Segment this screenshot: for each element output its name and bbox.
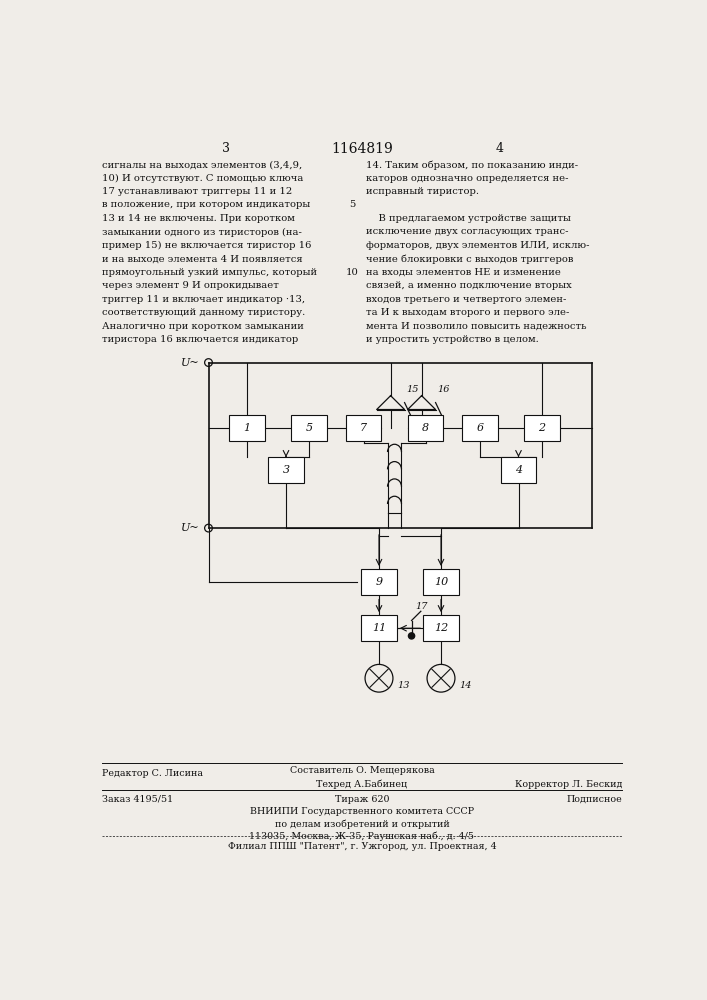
- Text: связей, а именно подключение вторых: связей, а именно подключение вторых: [366, 281, 571, 290]
- Text: 17: 17: [416, 602, 428, 611]
- Bar: [361, 615, 397, 641]
- Text: 3: 3: [282, 465, 290, 475]
- Text: Корректор Л. Бескид: Корректор Л. Бескид: [515, 780, 622, 789]
- Text: 5: 5: [349, 200, 355, 209]
- Text: тиристора 16 включается индикатор: тиристора 16 включается индикатор: [103, 335, 298, 344]
- Text: 10: 10: [434, 577, 448, 587]
- Text: Редактор С. Лисина: Редактор С. Лисина: [103, 769, 204, 778]
- Text: 6: 6: [477, 423, 484, 433]
- Text: 7: 7: [360, 423, 367, 433]
- Text: U~: U~: [180, 358, 199, 368]
- Text: замыкании одного из тиристоров (на-: замыкании одного из тиристоров (на-: [103, 227, 302, 237]
- Text: 113035, Москва, Ж-35, Раушская наб., д. 4/5: 113035, Москва, Ж-35, Раушская наб., д. …: [250, 831, 474, 841]
- Text: 12: 12: [434, 623, 448, 633]
- Text: 13 и 14 не включены. При коротком: 13 и 14 не включены. При коротком: [103, 214, 296, 223]
- Text: 8: 8: [422, 423, 429, 433]
- Text: прямоугольный узкий импульс, который: прямоугольный узкий импульс, который: [103, 268, 317, 277]
- Text: и на выходе элемента 4 И появляется: и на выходе элемента 4 И появляется: [103, 254, 303, 263]
- Text: входов третьего и четвертого элемен-: входов третьего и четвертого элемен-: [366, 295, 566, 304]
- Text: 10: 10: [346, 268, 358, 277]
- Text: триггер 11 и включает индикатор ·13,: триггер 11 и включает индикатор ·13,: [103, 295, 305, 304]
- Text: через элемент 9 И опрокидывает: через элемент 9 И опрокидывает: [103, 281, 279, 290]
- Circle shape: [409, 633, 414, 639]
- Text: 5: 5: [305, 423, 312, 433]
- Text: 4: 4: [515, 465, 522, 475]
- Bar: [268, 457, 304, 483]
- Text: пример 15) не включается тиристор 16: пример 15) не включается тиристор 16: [103, 241, 312, 250]
- Bar: [291, 415, 327, 441]
- Text: на входы элементов НЕ и изменение: на входы элементов НЕ и изменение: [366, 268, 561, 277]
- Text: 14. Таким образом, по показанию инди-: 14. Таким образом, по показанию инди-: [366, 160, 578, 170]
- Text: Филиал ППШ "Патент", г. Ужгород, ул. Проектная, 4: Филиал ППШ "Патент", г. Ужгород, ул. Про…: [228, 842, 496, 851]
- Text: исключение двух согласующих транс-: исключение двух согласующих транс-: [366, 227, 568, 236]
- Text: 1164819: 1164819: [331, 142, 393, 156]
- Text: 3: 3: [221, 142, 230, 155]
- Text: Заказ 4195/51: Заказ 4195/51: [103, 795, 173, 804]
- Text: соответствующий данному тиристору.: соответствующий данному тиристору.: [103, 308, 305, 317]
- Text: Составитель О. Мещерякова: Составитель О. Мещерякова: [290, 766, 434, 775]
- Text: 4: 4: [495, 142, 503, 155]
- Text: чение блокировки с выходов триггеров: чение блокировки с выходов триггеров: [366, 254, 573, 264]
- Text: 9: 9: [375, 577, 382, 587]
- Text: U~: U~: [180, 523, 199, 533]
- Text: Аналогично при коротком замыкании: Аналогично при коротком замыкании: [103, 322, 304, 331]
- Text: та И к выходам второго и первого эле-: та И к выходам второго и первого эле-: [366, 308, 569, 317]
- Text: и упростить устройство в целом.: и упростить устройство в целом.: [366, 335, 539, 344]
- Bar: [361, 569, 397, 595]
- Text: исправный тиристор.: исправный тиристор.: [366, 187, 479, 196]
- Bar: [524, 415, 559, 441]
- Text: 14: 14: [460, 681, 472, 690]
- Text: Подписное: Подписное: [566, 795, 622, 804]
- Text: 10) И отсутствуют. С помощью ключа: 10) И отсутствуют. С помощью ключа: [103, 174, 304, 183]
- Text: 11: 11: [372, 623, 386, 633]
- Text: ВНИИПИ Государственного комитета СССР: ВНИИПИ Государственного комитета СССР: [250, 807, 474, 816]
- Text: Тираж 620: Тираж 620: [334, 795, 389, 804]
- Text: В предлагаемом устройстве защиты: В предлагаемом устройстве защиты: [366, 214, 571, 223]
- Text: 16: 16: [437, 385, 450, 394]
- Bar: [346, 415, 381, 441]
- Text: 13: 13: [397, 681, 410, 690]
- Text: по делам изобретений и открытий: по делам изобретений и открытий: [274, 819, 450, 829]
- Text: Техред А.Бабинец: Техред А.Бабинец: [317, 780, 407, 789]
- Bar: [501, 457, 537, 483]
- Bar: [408, 415, 443, 441]
- Bar: [230, 415, 265, 441]
- Text: мента И позволило повысить надежность: мента И позволило повысить надежность: [366, 322, 586, 331]
- Text: 15: 15: [406, 385, 419, 394]
- Text: 17 устанавливают триггеры 11 и 12: 17 устанавливают триггеры 11 и 12: [103, 187, 293, 196]
- Text: форматоров, двух элементов ИЛИ, исклю-: форматоров, двух элементов ИЛИ, исклю-: [366, 241, 590, 250]
- Bar: [423, 569, 459, 595]
- Text: в положение, при котором индикаторы: в положение, при котором индикаторы: [103, 200, 310, 209]
- Text: 2: 2: [538, 423, 545, 433]
- Text: сигналы на выходах элементов (3,4,9,: сигналы на выходах элементов (3,4,9,: [103, 160, 303, 169]
- Bar: [462, 415, 498, 441]
- Text: 1: 1: [244, 423, 251, 433]
- Bar: [423, 615, 459, 641]
- Text: каторов однозначно определяется не-: каторов однозначно определяется не-: [366, 174, 568, 183]
